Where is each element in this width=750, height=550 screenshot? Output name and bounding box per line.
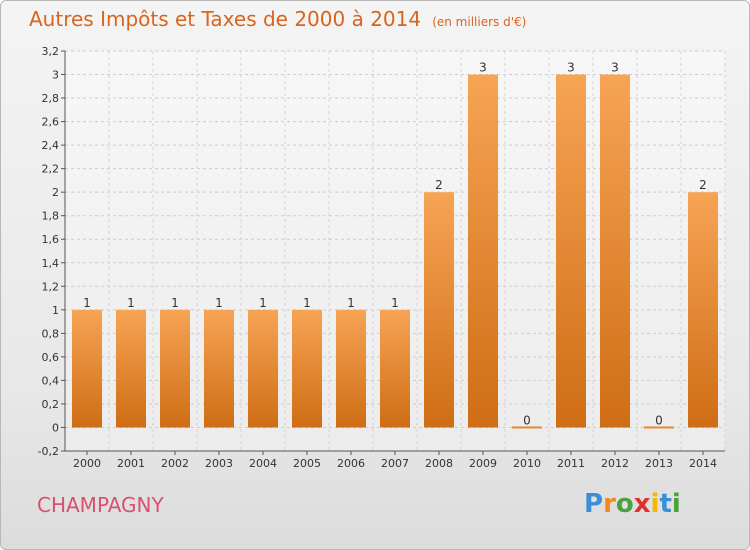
- title-row: Autres Impôts et Taxes de 2000 à 2014 (e…: [29, 7, 526, 31]
- data-label: 3: [479, 61, 487, 75]
- data-label: 2: [699, 178, 707, 192]
- bar: [336, 309, 366, 428]
- data-label: 1: [171, 296, 179, 310]
- x-tick-label: 2008: [425, 457, 453, 470]
- data-label: 1: [259, 296, 267, 310]
- bar: [556, 74, 586, 428]
- y-tick-label: 0: [52, 421, 59, 434]
- bars: [72, 74, 718, 429]
- bar: [72, 309, 102, 428]
- bar: [160, 309, 190, 428]
- y-tick-label: 1,2: [42, 280, 60, 293]
- x-tick-label: 2010: [513, 457, 541, 470]
- data-label: 1: [391, 296, 399, 310]
- y-tick-label: 1,6: [42, 233, 60, 246]
- logo-letter: i: [671, 489, 681, 519]
- logo-letter: t: [659, 489, 672, 519]
- data-label: 3: [611, 61, 619, 75]
- bar: [292, 309, 322, 428]
- data-label: 3: [567, 61, 575, 75]
- bar: [644, 426, 674, 429]
- y-tick-label: 0,8: [42, 327, 60, 340]
- x-tick-label: 2009: [469, 457, 497, 470]
- chart-title: Autres Impôts et Taxes de 2000 à 2014: [29, 7, 422, 31]
- y-tick-label: 2: [52, 186, 59, 199]
- bar: [204, 309, 234, 428]
- x-tick-label: 2012: [601, 457, 629, 470]
- bar: [688, 192, 718, 428]
- data-label: 1: [127, 296, 135, 310]
- data-label: 1: [303, 296, 311, 310]
- logo-letter: o: [615, 489, 634, 519]
- bar: [380, 309, 410, 428]
- x-tick-label: 2013: [645, 457, 673, 470]
- data-label: 1: [215, 296, 223, 310]
- x-tick-label: 2006: [337, 457, 365, 470]
- bar: [116, 309, 146, 428]
- chart-unit: (en milliers d'€): [432, 15, 527, 29]
- data-label: 2: [435, 178, 443, 192]
- y-tick-label: -0,2: [38, 445, 59, 458]
- x-tick-label: 2007: [381, 457, 409, 470]
- y-tick-label: 2,2: [42, 163, 60, 176]
- data-label: 0: [655, 413, 663, 427]
- data-labels: 1 1 1 1 1 1 1 1 2 3 0 3 3 0 2: [83, 61, 707, 428]
- y-tick-label: 0,4: [42, 374, 60, 387]
- bar: [512, 426, 542, 429]
- bar: [424, 192, 454, 428]
- x-tick-label: 2001: [117, 457, 145, 470]
- y-tick-label: 1,4: [42, 257, 60, 270]
- logo-letter: r: [603, 489, 616, 519]
- data-label: 1: [347, 296, 355, 310]
- proxiti-logo: Proxiti: [584, 489, 681, 519]
- y-tick-label: 0,6: [42, 351, 60, 364]
- y-tick-label: 3: [52, 69, 59, 82]
- bar: [600, 74, 630, 428]
- x-tick-label: 2000: [73, 457, 101, 470]
- x-tick-label: 2014: [689, 457, 717, 470]
- x-tick-label: 2011: [557, 457, 585, 470]
- y-tick-label: 0,2: [42, 398, 60, 411]
- bar: [468, 74, 498, 428]
- axes: -0,2 0 0,2 0,4 0,6 0,8 1 1,2 1,4 1,6 1,8 2 2,2 2,4 2,6…: [38, 45, 725, 470]
- y-tick-label: 1: [52, 304, 59, 317]
- x-tick-label: 2005: [293, 457, 321, 470]
- y-tick-label: 1,8: [42, 210, 60, 223]
- y-tick-label: 2,8: [42, 92, 60, 105]
- y-tick-label: 2,6: [42, 116, 60, 129]
- y-tick-label: 3,2: [42, 45, 60, 58]
- x-tick-label: 2002: [161, 457, 189, 470]
- logo-letter: x: [633, 489, 651, 519]
- logo-letter: P: [584, 489, 604, 519]
- data-label: 0: [523, 413, 531, 427]
- bar: [248, 309, 278, 428]
- logo-letter: i: [650, 489, 660, 519]
- x-tick-label: 2004: [249, 457, 277, 470]
- data-label: 1: [83, 296, 91, 310]
- commune-name: CHAMPAGNY: [37, 493, 164, 517]
- x-tick-label: 2003: [205, 457, 233, 470]
- y-tick-label: 2,4: [42, 139, 60, 152]
